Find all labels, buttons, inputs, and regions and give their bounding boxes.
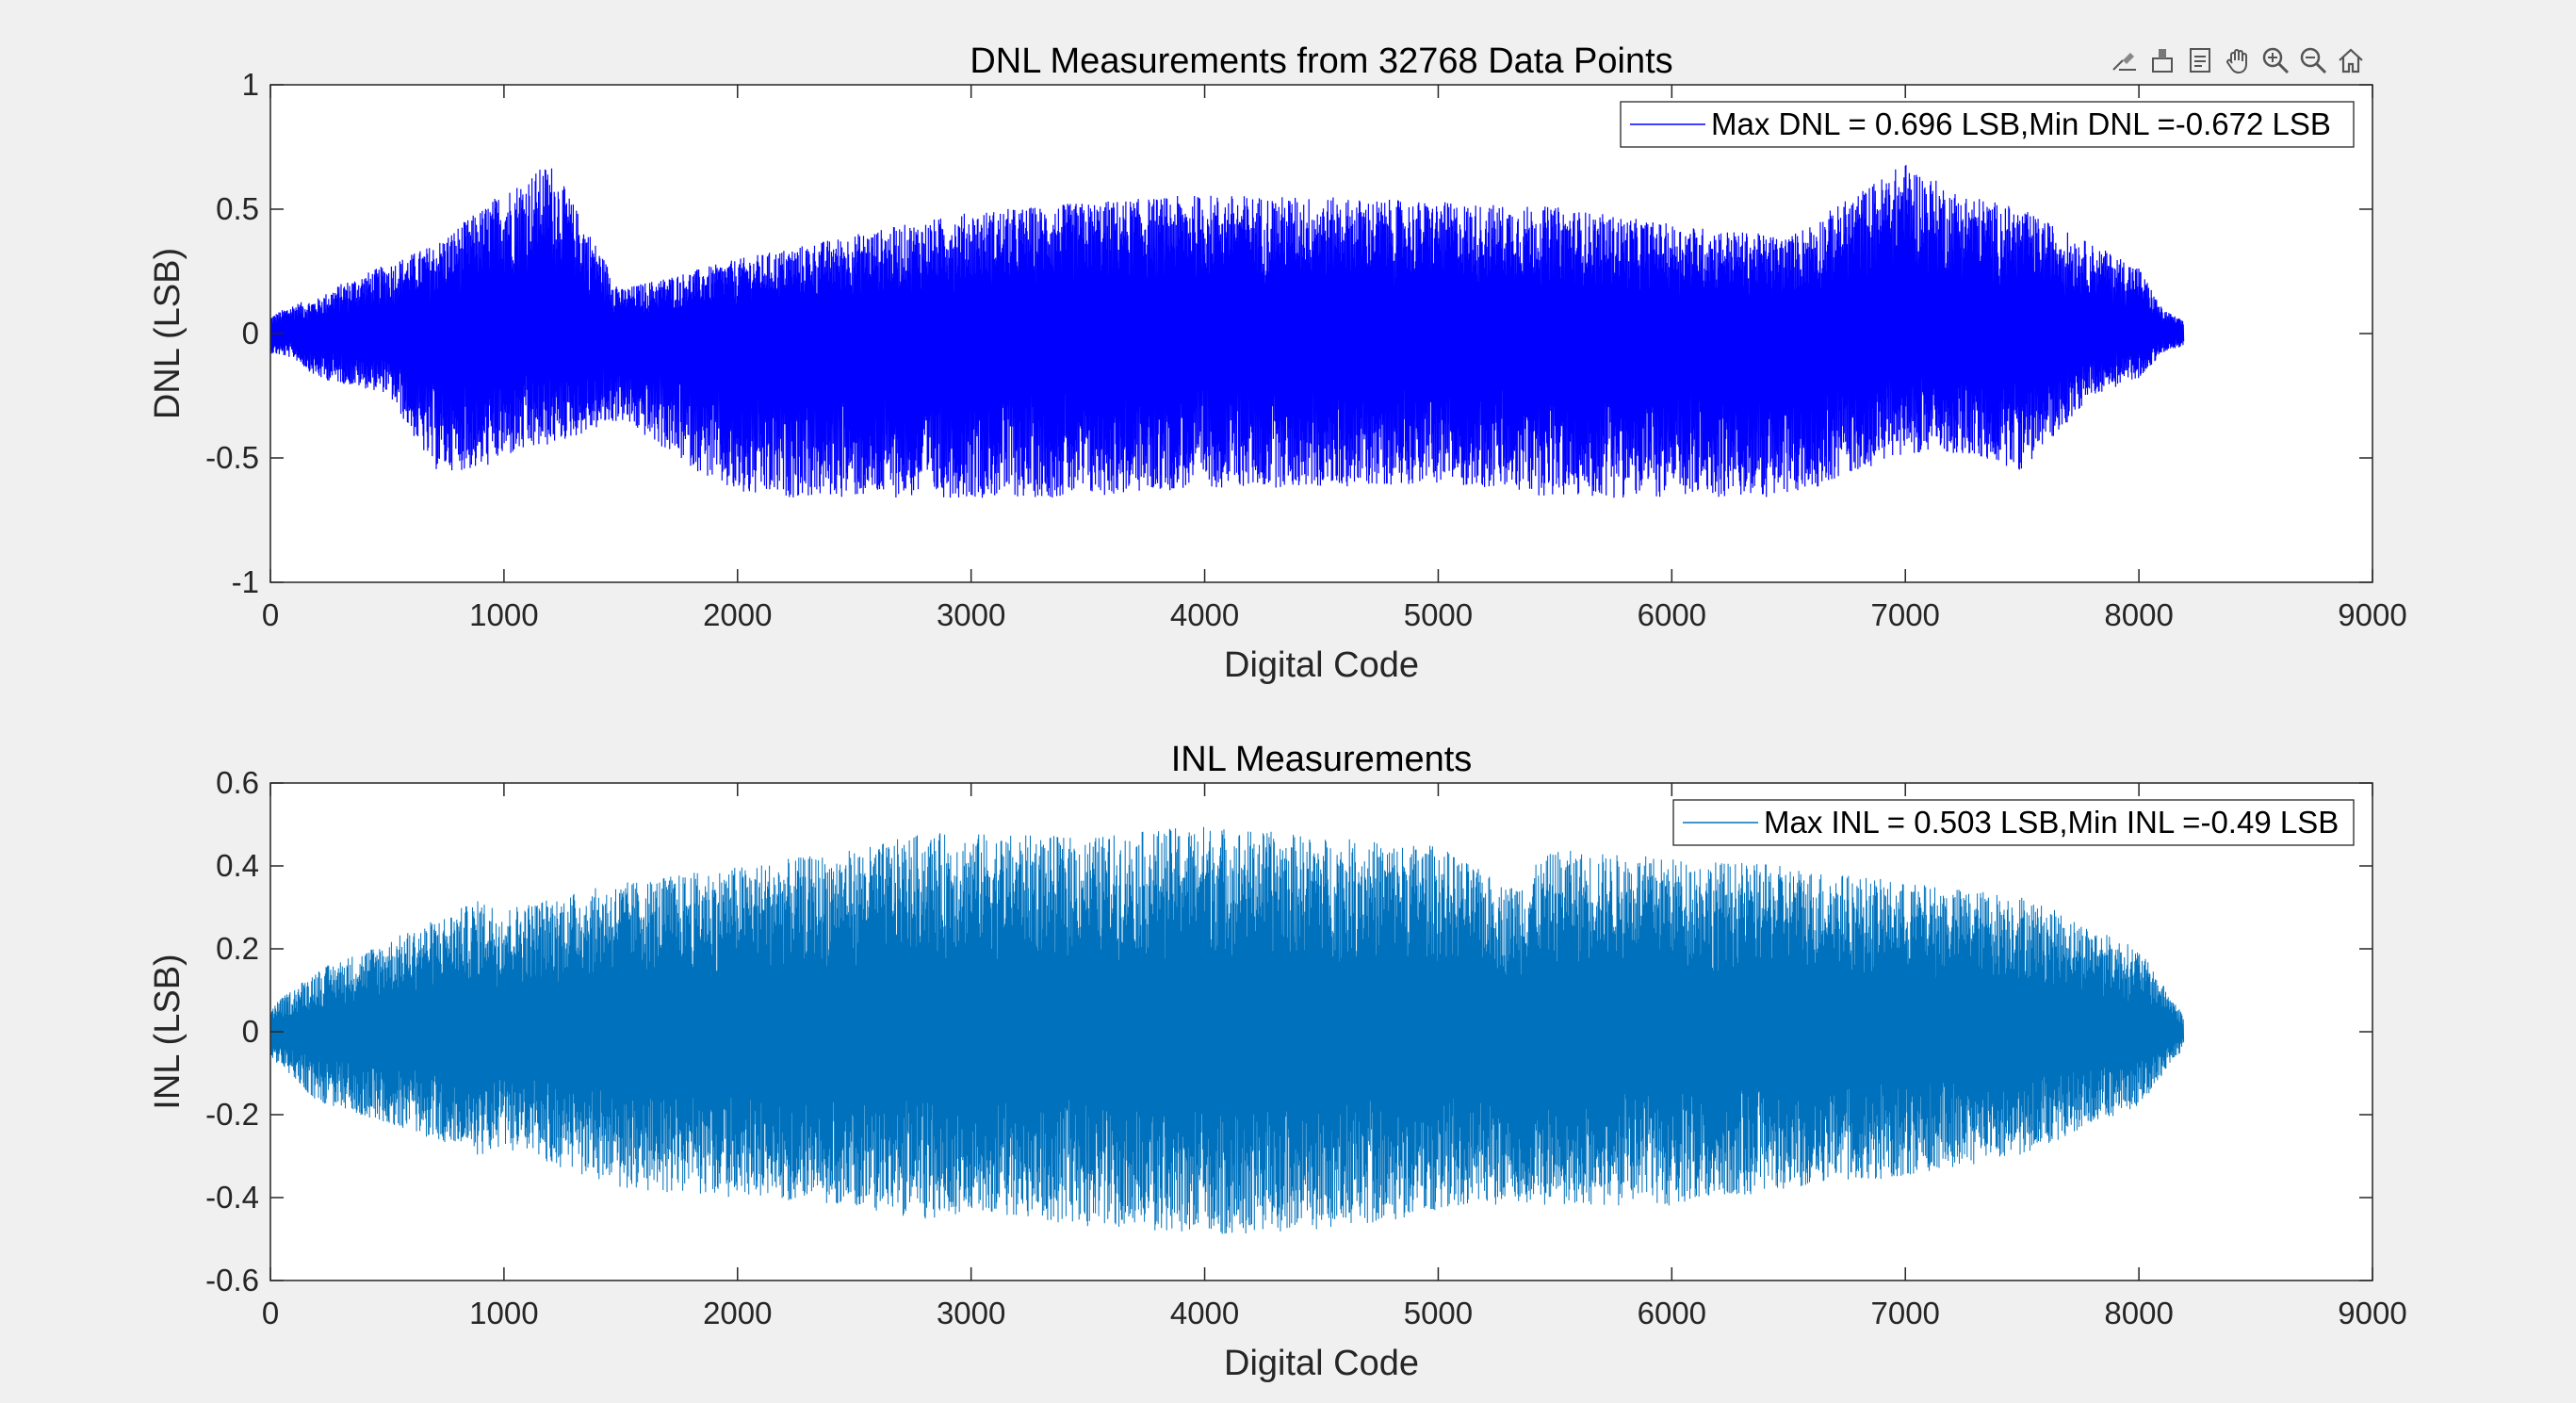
chart-2: 0 1000 2000 3000 4000 5000 6000 7000 8000 9000 -0.…	[148, 740, 2407, 1383]
x-tick-label: 8000	[2104, 1296, 2173, 1330]
y-axis-label: INL (LSB)	[148, 954, 187, 1109]
home-icon[interactable]	[2333, 42, 2369, 78]
x-tick-label: 5000	[1404, 597, 1473, 632]
y-tick-label: 0	[242, 1014, 259, 1049]
x-axis-label: Digital Code	[1224, 645, 1419, 685]
x-tick-label: 9000	[2338, 597, 2406, 632]
x-tick-label: 9000	[2338, 1296, 2406, 1330]
x-tick-label: 8000	[2104, 597, 2173, 632]
y-tick-label: -1	[232, 564, 259, 599]
x-tick-label: 3000	[937, 597, 1005, 632]
legend[interactable]: Max DNL = 0.696 LSB,Min DNL =-0.672 LSB	[1620, 101, 2355, 148]
x-tick-label: 1000	[469, 597, 538, 632]
x-tick-label: 4000	[1170, 1296, 1239, 1330]
y-tick-label: 0	[242, 316, 259, 351]
y-tick-label: 0.6	[216, 765, 259, 800]
brush-icon[interactable]	[2107, 42, 2143, 78]
legend-entry: Max INL = 0.503 LSB,Min INL =-0.49 LSB	[1764, 805, 2339, 840]
y-tick-label: 0.5	[216, 191, 259, 226]
legend-entry: Max DNL = 0.696 LSB,Min DNL =-0.672 LSB	[1711, 106, 2331, 141]
chart-title: DNL Measurements from 32768 Data Points	[970, 41, 1672, 81]
y-tick-label: 0.4	[216, 848, 259, 883]
legend-box	[1672, 799, 2355, 846]
x-tick-label: 7000	[1871, 1296, 1940, 1330]
x-axis-label: Digital Code	[1224, 1344, 1419, 1383]
y-tick-label: 1	[242, 67, 259, 102]
x-tick-label: 2000	[703, 1296, 772, 1330]
y-tick-label: -0.4	[205, 1180, 259, 1215]
y-tick-label: -0.5	[205, 440, 259, 475]
x-tick-label: 4000	[1170, 597, 1239, 632]
chart-title: INL Measurements	[1171, 740, 1473, 779]
y-tick-label: -0.2	[205, 1097, 259, 1132]
series-line	[270, 165, 2185, 498]
legend-box	[1620, 101, 2355, 148]
zoom-in-icon[interactable]	[2258, 42, 2293, 78]
y-tick-label: -0.6	[205, 1263, 259, 1297]
x-tick-label: 7000	[1871, 597, 1940, 632]
y-tick-label: 0.2	[216, 931, 259, 966]
chart-1: 0 1000 2000 3000 4000 5000 6000 7000 8000 9000 -1 -…	[148, 41, 2407, 685]
x-tick-label: 2000	[703, 597, 772, 632]
series-line	[270, 826, 2185, 1234]
x-tick-label: 6000	[1638, 597, 1706, 632]
x-tick-label: 0	[262, 597, 279, 632]
y-axis-label: DNL (LSB)	[148, 248, 187, 419]
zoom-out-icon[interactable]	[2295, 42, 2331, 78]
export-icon[interactable]	[2182, 42, 2218, 78]
x-tick-label: 1000	[469, 1296, 538, 1330]
axes-toolbar	[2107, 40, 2369, 81]
pan-icon[interactable]	[2220, 42, 2256, 78]
data-tips-icon[interactable]	[2144, 42, 2180, 78]
legend[interactable]: Max INL = 0.503 LSB,Min INL =-0.49 LSB	[1672, 799, 2355, 846]
x-tick-label: 6000	[1638, 1296, 1706, 1330]
x-tick-label: 0	[262, 1296, 279, 1330]
x-tick-label: 3000	[937, 1296, 1005, 1330]
x-tick-label: 5000	[1404, 1296, 1473, 1330]
